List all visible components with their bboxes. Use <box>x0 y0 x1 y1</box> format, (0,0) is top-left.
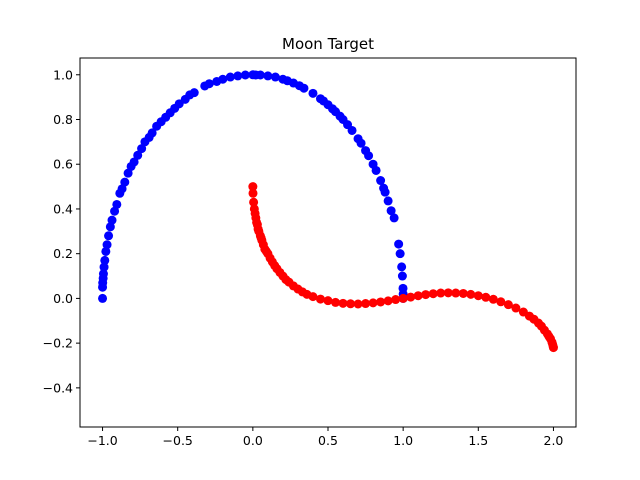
data-point <box>225 72 235 82</box>
data-point <box>548 343 558 353</box>
data-point <box>323 296 333 306</box>
x-axis: −1.0 −0.5 0.0 0.5 1.0 1.5 2.0 <box>87 427 563 448</box>
x-tick-label: 1.5 <box>468 433 488 448</box>
data-point <box>511 303 521 313</box>
data-point <box>120 177 130 187</box>
data-point <box>436 288 446 298</box>
points-layer <box>98 70 558 353</box>
series-1 <box>98 70 408 303</box>
data-point <box>249 197 259 207</box>
data-point <box>100 255 110 265</box>
data-point <box>263 71 273 81</box>
y-tick-label: 0.8 <box>53 112 73 127</box>
y-tick-label: 0.2 <box>53 246 73 261</box>
data-point <box>105 222 115 232</box>
data-point <box>147 128 157 138</box>
data-point <box>443 288 453 298</box>
data-point <box>331 297 341 307</box>
x-tick-label: 0.5 <box>318 433 338 448</box>
data-point <box>123 168 133 178</box>
x-tick-label: 0.0 <box>243 433 263 448</box>
data-point <box>481 292 491 302</box>
data-point <box>204 79 214 89</box>
y-axis: −0.4 −0.2 0.0 0.2 0.4 0.6 0.8 1.0 <box>43 67 80 395</box>
data-point <box>391 295 401 305</box>
data-point <box>107 215 117 225</box>
data-point <box>395 249 405 259</box>
y-tick-label: 1.0 <box>53 67 73 82</box>
data-point <box>389 213 399 223</box>
x-tick-label: −0.5 <box>163 433 193 448</box>
data-point <box>383 196 393 206</box>
data-point <box>368 298 378 308</box>
series-2 <box>248 182 558 353</box>
data-point <box>398 293 408 303</box>
data-point <box>394 239 404 249</box>
data-point <box>380 187 390 197</box>
data-point <box>458 288 468 298</box>
data-point <box>376 297 386 307</box>
data-point <box>386 206 396 216</box>
data-point <box>371 165 381 175</box>
data-point <box>233 71 243 81</box>
y-tick-label: 0.4 <box>53 201 73 216</box>
data-point <box>98 293 108 303</box>
data-point <box>315 294 325 304</box>
data-point <box>473 291 483 301</box>
data-point <box>346 299 356 309</box>
data-point <box>406 292 416 302</box>
data-point <box>338 298 348 308</box>
data-point <box>99 262 109 272</box>
data-point <box>397 271 407 281</box>
data-point <box>98 269 108 279</box>
data-point <box>248 182 258 192</box>
data-point <box>102 240 112 250</box>
data-point <box>129 157 139 167</box>
data-point <box>308 88 318 98</box>
data-point <box>218 74 228 84</box>
data-point <box>466 289 476 299</box>
data-point <box>255 70 265 80</box>
data-point <box>104 231 114 241</box>
chart-title: Moon Target <box>282 35 374 53</box>
y-tick-label: −0.4 <box>43 380 73 395</box>
data-point <box>503 300 513 310</box>
data-point <box>101 246 111 256</box>
data-point <box>299 83 309 93</box>
y-tick-label: 0.0 <box>53 291 73 306</box>
data-point <box>496 297 506 307</box>
data-point <box>451 288 461 298</box>
data-point <box>270 72 280 82</box>
data-point <box>308 292 318 302</box>
data-point <box>361 299 371 309</box>
data-point <box>137 144 147 154</box>
data-point <box>189 88 199 98</box>
data-point <box>133 150 143 160</box>
data-point <box>248 188 258 198</box>
data-point <box>421 290 431 300</box>
data-point <box>376 176 386 186</box>
data-point <box>347 125 357 135</box>
x-tick-label: 2.0 <box>544 433 564 448</box>
data-point <box>364 151 374 161</box>
x-tick-label: −1.0 <box>87 433 117 448</box>
x-tick-label: 1.0 <box>393 433 413 448</box>
data-point <box>353 299 363 309</box>
data-point <box>356 138 366 148</box>
data-point <box>397 262 407 272</box>
data-point <box>383 296 393 306</box>
data-point <box>428 289 438 299</box>
y-tick-label: 0.6 <box>53 157 73 172</box>
data-point <box>112 199 122 209</box>
y-tick-label: −0.2 <box>43 336 73 351</box>
data-point <box>240 70 250 80</box>
data-point <box>413 291 423 301</box>
data-point <box>488 294 498 304</box>
